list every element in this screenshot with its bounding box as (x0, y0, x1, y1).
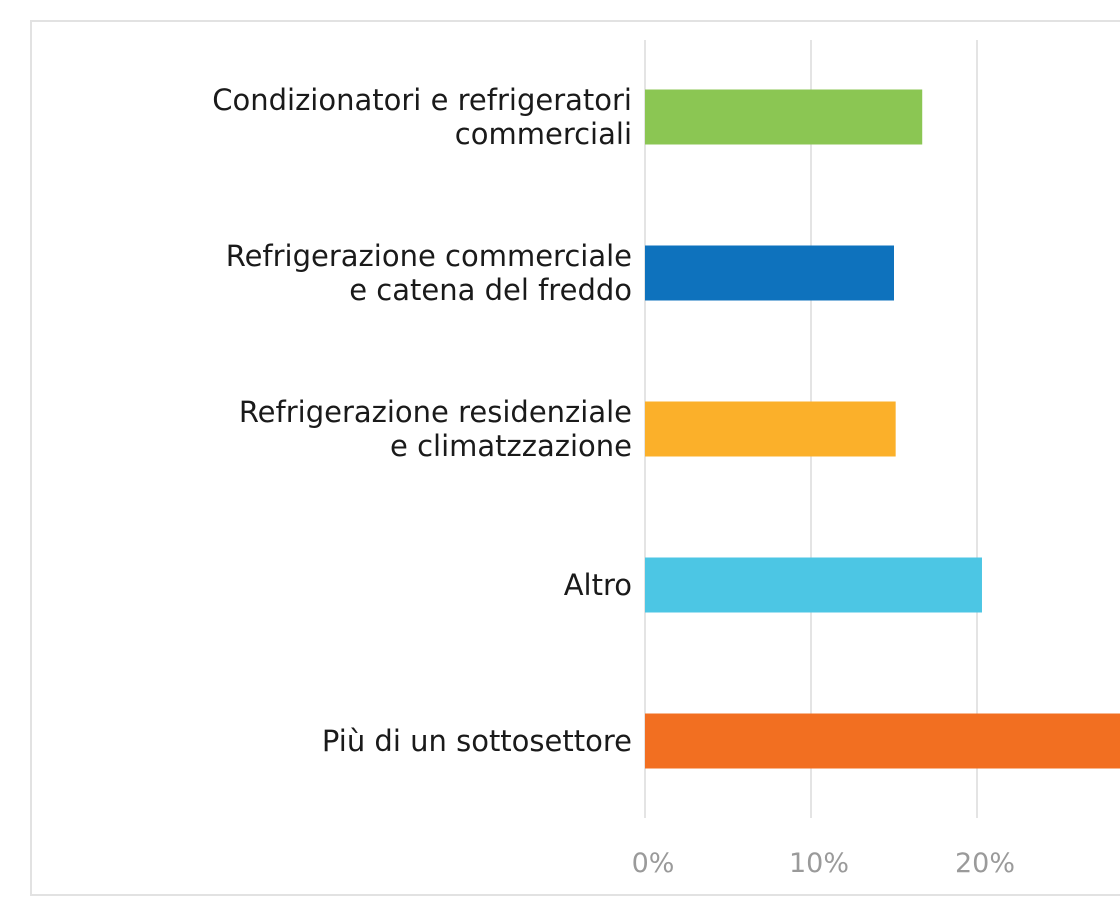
bar (645, 557, 982, 613)
category-label: Più di un sottosettore (322, 724, 632, 758)
category-label: Refrigerazione residenziale e climatzzazi… (239, 395, 632, 463)
category-label-line: Refrigerazione commerciale (226, 239, 632, 273)
category-label: Altro (564, 568, 632, 602)
category-label-line: Altro (564, 568, 632, 602)
bar (645, 713, 1120, 769)
x-tick-label: 0% (632, 848, 675, 879)
category-label-line: commerciali (455, 117, 632, 151)
bar (645, 245, 894, 301)
bar (645, 89, 923, 145)
category-label: Refrigerazione commerciale e catena del f… (226, 239, 632, 307)
x-tick-label: 20% (955, 848, 1015, 879)
category-label-line: Refrigerazione residenziale (239, 395, 632, 429)
x-tick-label: 10% (789, 848, 849, 879)
category-label-line: Condizionatori e refrigeratori (212, 83, 632, 117)
category-label-line: e climatzzazione (390, 429, 632, 463)
category-label-line: Più di un sottosettore (322, 724, 632, 758)
category-label: Condizionatori e refrigeratori commercial… (212, 83, 632, 151)
category-label-line: e catena del freddo (349, 273, 632, 307)
bar (645, 401, 896, 457)
